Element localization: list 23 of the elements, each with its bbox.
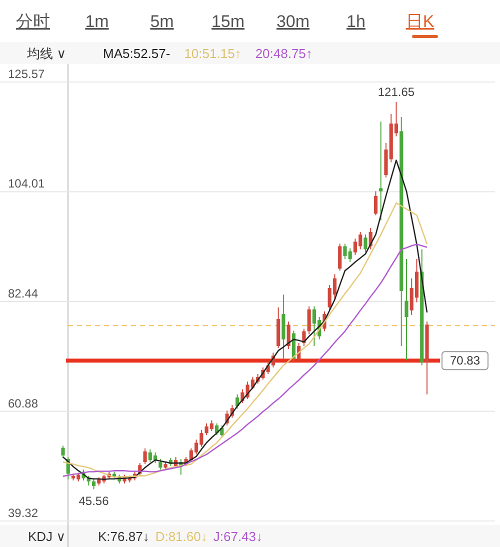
annotation: 121.65 bbox=[378, 84, 415, 99]
text: 15m bbox=[211, 12, 245, 31]
ref-line-label: 70.83 bbox=[450, 354, 480, 368]
text: 10:51.15↑ bbox=[184, 46, 242, 61]
y-tick-label: 82.44 bbox=[8, 286, 38, 301]
y-tick-label: 104.01 bbox=[8, 176, 46, 191]
y-tick-label: 125.57 bbox=[8, 67, 46, 81]
text: KDJ ∨ bbox=[28, 529, 66, 544]
text: MA5:52.57- bbox=[103, 46, 170, 61]
annotation: 45.56 bbox=[78, 494, 110, 508]
text: J:67.43↓ bbox=[213, 529, 263, 544]
y-tick-label: 39.32 bbox=[8, 506, 38, 520]
text: 30m bbox=[276, 12, 310, 31]
text: 20:48.75↑ bbox=[255, 46, 312, 61]
text: 日K bbox=[406, 12, 435, 31]
text: K:76.87↓ bbox=[98, 529, 150, 544]
text: 1h bbox=[346, 12, 366, 31]
text: 5m bbox=[150, 12, 174, 31]
text: 均线 ∨ bbox=[26, 46, 66, 61]
text: 1m bbox=[85, 12, 109, 31]
text: D:81.60↓ bbox=[155, 529, 208, 544]
text: 分时 bbox=[16, 12, 50, 31]
y-tick-label: 60.88 bbox=[8, 396, 38, 410]
